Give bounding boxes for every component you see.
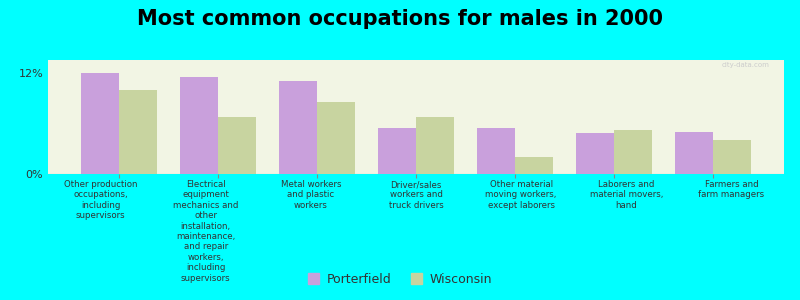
Bar [181, 77, 218, 174]
Bar [675, 132, 713, 174]
Text: Farmers and
farm managers: Farmers and farm managers [698, 180, 765, 200]
Text: Laborers and
material movers,
hand: Laborers and material movers, hand [590, 180, 663, 210]
Text: Electrical
equipment
mechanics and
other
installation,
maintenance,
and repair
w: Electrical equipment mechanics and other… [173, 180, 238, 283]
Bar [218, 117, 256, 174]
Legend: Porterfield, Wisconsin: Porterfield, Wisconsin [303, 268, 497, 291]
Text: Driver/sales
workers and
truck drivers: Driver/sales workers and truck drivers [389, 180, 443, 210]
Bar [576, 134, 614, 174]
Bar [82, 73, 119, 174]
Text: Other production
occupations,
including
supervisors: Other production occupations, including … [64, 180, 138, 220]
Bar [317, 102, 354, 174]
Bar [378, 128, 416, 174]
Text: Most common occupations for males in 2000: Most common occupations for males in 200… [137, 9, 663, 29]
Bar [614, 130, 651, 174]
Bar [713, 140, 750, 174]
Text: Metal workers
and plastic
workers: Metal workers and plastic workers [281, 180, 341, 210]
Bar [279, 81, 317, 174]
Bar [478, 128, 515, 174]
Bar [416, 117, 454, 174]
Bar [119, 90, 157, 174]
Text: Other material
moving workers,
except laborers: Other material moving workers, except la… [486, 180, 557, 210]
Bar [515, 157, 553, 174]
Text: city-data.com: city-data.com [722, 62, 770, 68]
